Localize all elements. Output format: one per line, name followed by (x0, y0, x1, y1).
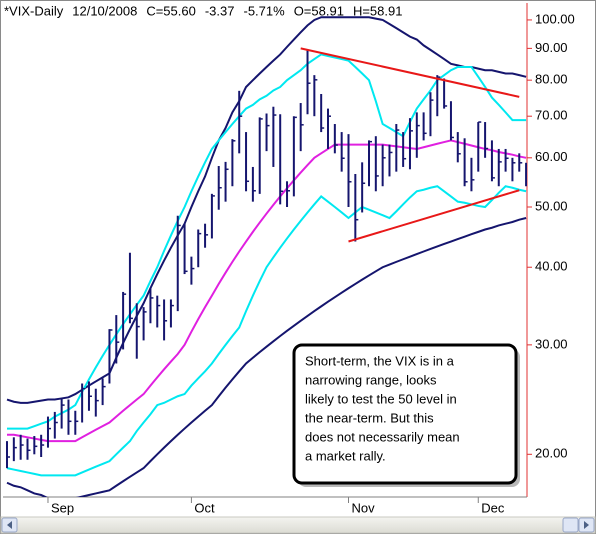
annotation-line: Short-term, the VIX is in a (305, 353, 455, 368)
scrollbar-track[interactable] (0, 516, 596, 534)
annotation-box: Short-term, the VIX is in a narrowing ran… (292, 343, 520, 487)
annotation-line: a market rally. (305, 448, 386, 463)
band-line (6, 185, 527, 477)
y-tick-label: 30.00 (535, 336, 568, 351)
annotation-line: does not necessarily mean (305, 429, 460, 444)
y-tick-label: 60.00 (535, 149, 568, 164)
annotation-line: likely to test the 50 level in (305, 391, 457, 406)
header-field: -5.71% (243, 3, 285, 18)
band-line (6, 217, 527, 497)
x-tick-label: Oct (194, 500, 215, 515)
header-field: *VIX-Daily (4, 3, 64, 18)
plot-area (6, 16, 527, 497)
y-tick-label: 40.00 (535, 259, 568, 274)
scroll-thumb[interactable] (562, 517, 579, 533)
header-field: O=58.91 (294, 3, 344, 18)
scrollbar[interactable] (0, 516, 596, 534)
scroll-right-arrow (584, 521, 589, 529)
y-tick-label: 80.00 (535, 72, 568, 87)
band-line (6, 16, 527, 404)
header-field: H=58.91 (353, 3, 403, 18)
header: *VIX-Daily 12/10/2008 C=55.60 -3.37 -5.71% O=… (4, 3, 402, 18)
header-field: 12/10/2008 (72, 3, 137, 18)
header-field: -3.37 (205, 3, 235, 18)
annotation-line: narrowing range, looks (305, 372, 437, 387)
annotation-text: Short-term, the VIX is in a narrowing ran… (305, 353, 460, 463)
x-tick-label: Nov (352, 500, 376, 515)
axes: 20.00 30.00 40.00 50.00 60.00 70.00 80.00 90.00… (47, 11, 575, 515)
x-tick-label: Sep (51, 500, 74, 515)
band-line (7, 139, 527, 443)
scroll-left-arrow (7, 521, 12, 529)
y-tick-label: 20.00 (535, 446, 568, 461)
trendline (300, 47, 520, 98)
header-field: C=55.60 (146, 3, 196, 18)
x-tick-label: Dec (481, 500, 505, 515)
y-tick-label: 90.00 (535, 40, 568, 55)
trendline (348, 189, 520, 243)
annotation-line: the near-term. But this (305, 410, 434, 425)
y-tick-label: 70.00 (535, 108, 568, 123)
annotation-frame (292, 343, 518, 485)
y-tick-label: 100.00 (535, 11, 575, 26)
y-tick-label: 50.00 (535, 198, 568, 213)
